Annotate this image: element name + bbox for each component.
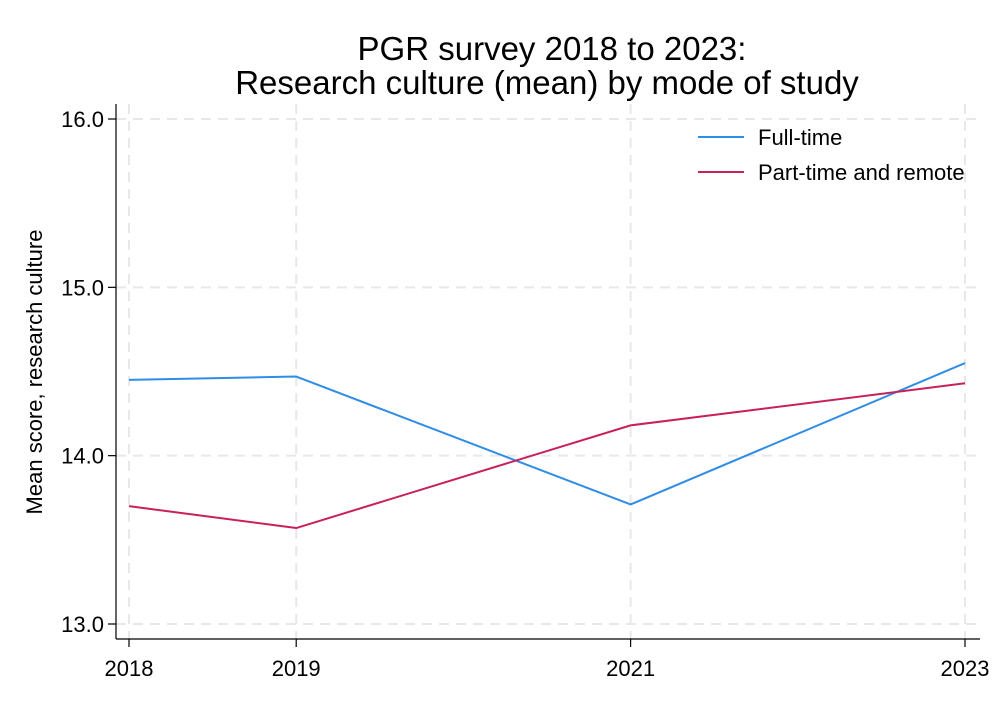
series-line-full-time	[128, 362, 966, 506]
chart-title-line-1: PGR survey 2018 to 2023:	[358, 30, 747, 67]
legend-label-1: Part-time and remote	[758, 160, 965, 185]
chart-title: PGR survey 2018 to 2023: Research cultur…	[235, 30, 859, 101]
tick-labels: 13.0 14.0 15.0 16.0 2018 2019 2021 2023	[61, 107, 989, 681]
axes	[115, 104, 980, 640]
y-tick-label-0: 13.0	[61, 612, 104, 637]
x-tick-label-0: 2018	[105, 656, 154, 681]
x-tick-label-2: 2021	[606, 656, 655, 681]
gridlines	[116, 104, 980, 639]
y-tick-label-3: 16.0	[61, 107, 104, 132]
x-tick-label-3: 2023	[941, 656, 990, 681]
x-tick-label-1: 2019	[272, 656, 321, 681]
y-axis-label: Mean score, research culture	[22, 230, 47, 515]
chart-title-line-2: Research culture (mean) by mode of study	[235, 64, 859, 101]
legend-label-0: Full-time	[758, 125, 842, 150]
data-series	[128, 362, 966, 530]
legend: Full-time Part-time and remote	[698, 125, 965, 185]
series-line-part-time-and-remote	[128, 382, 966, 530]
y-tick-label-1: 14.0	[61, 444, 104, 469]
y-tick-label-2: 15.0	[61, 275, 104, 300]
